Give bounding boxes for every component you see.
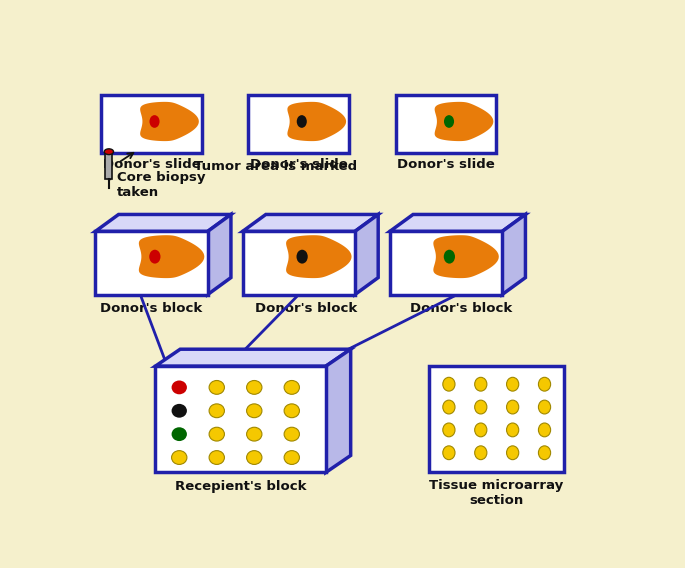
Text: Donor's slide: Donor's slide [103, 158, 201, 171]
Ellipse shape [171, 404, 187, 417]
Bar [95, 231, 208, 295]
Ellipse shape [444, 250, 455, 264]
Text: Donor's block: Donor's block [410, 302, 512, 315]
Ellipse shape [209, 404, 225, 417]
Polygon shape [95, 215, 231, 231]
Polygon shape [155, 349, 351, 366]
Ellipse shape [149, 250, 160, 264]
Polygon shape [242, 215, 378, 231]
Text: Donor's block: Donor's block [256, 302, 358, 315]
Text: Donor's block: Donor's block [101, 302, 203, 315]
Bar [105, 152, 112, 179]
Polygon shape [208, 215, 231, 295]
Ellipse shape [475, 400, 487, 414]
Ellipse shape [209, 450, 225, 465]
Ellipse shape [171, 427, 187, 441]
Ellipse shape [538, 377, 551, 391]
Ellipse shape [538, 423, 551, 437]
Ellipse shape [284, 427, 299, 441]
Bar [390, 231, 502, 295]
Ellipse shape [475, 377, 487, 391]
Ellipse shape [247, 427, 262, 441]
Ellipse shape [444, 115, 454, 128]
Bar [249, 95, 349, 153]
Text: Tissue microarray
section: Tissue microarray section [429, 479, 564, 507]
Ellipse shape [538, 446, 551, 460]
Ellipse shape [209, 427, 225, 441]
Polygon shape [355, 215, 378, 295]
Polygon shape [139, 235, 204, 278]
Ellipse shape [149, 115, 160, 128]
Bar [155, 366, 326, 473]
Ellipse shape [443, 377, 455, 391]
Ellipse shape [171, 381, 187, 394]
Ellipse shape [443, 423, 455, 437]
Polygon shape [502, 215, 525, 295]
Ellipse shape [506, 423, 519, 437]
Bar [101, 95, 202, 153]
Ellipse shape [506, 400, 519, 414]
Ellipse shape [209, 381, 225, 394]
Ellipse shape [297, 115, 307, 128]
Polygon shape [390, 215, 525, 231]
Polygon shape [434, 235, 499, 278]
Text: Core biopsy
taken: Core biopsy taken [116, 172, 205, 199]
Ellipse shape [247, 381, 262, 394]
Polygon shape [140, 102, 199, 141]
Ellipse shape [171, 450, 187, 465]
Ellipse shape [443, 400, 455, 414]
Ellipse shape [297, 250, 308, 264]
Polygon shape [435, 102, 493, 141]
Bar [242, 231, 355, 295]
Text: Donor's slide: Donor's slide [397, 158, 495, 171]
Ellipse shape [247, 404, 262, 417]
Ellipse shape [284, 404, 299, 417]
Ellipse shape [506, 377, 519, 391]
Ellipse shape [475, 446, 487, 460]
Ellipse shape [284, 450, 299, 465]
Ellipse shape [506, 446, 519, 460]
Ellipse shape [247, 450, 262, 465]
Text: Tumor area is marked: Tumor area is marked [194, 160, 358, 173]
Ellipse shape [443, 446, 455, 460]
Ellipse shape [284, 381, 299, 394]
Ellipse shape [538, 400, 551, 414]
Polygon shape [326, 349, 351, 473]
Bar [396, 95, 497, 153]
Ellipse shape [104, 149, 114, 154]
Polygon shape [288, 102, 346, 141]
Text: Donor's slide: Donor's slide [250, 158, 347, 171]
Ellipse shape [475, 423, 487, 437]
Text: Recepient's block: Recepient's block [175, 480, 306, 493]
Polygon shape [286, 235, 351, 278]
Bar [429, 366, 564, 473]
